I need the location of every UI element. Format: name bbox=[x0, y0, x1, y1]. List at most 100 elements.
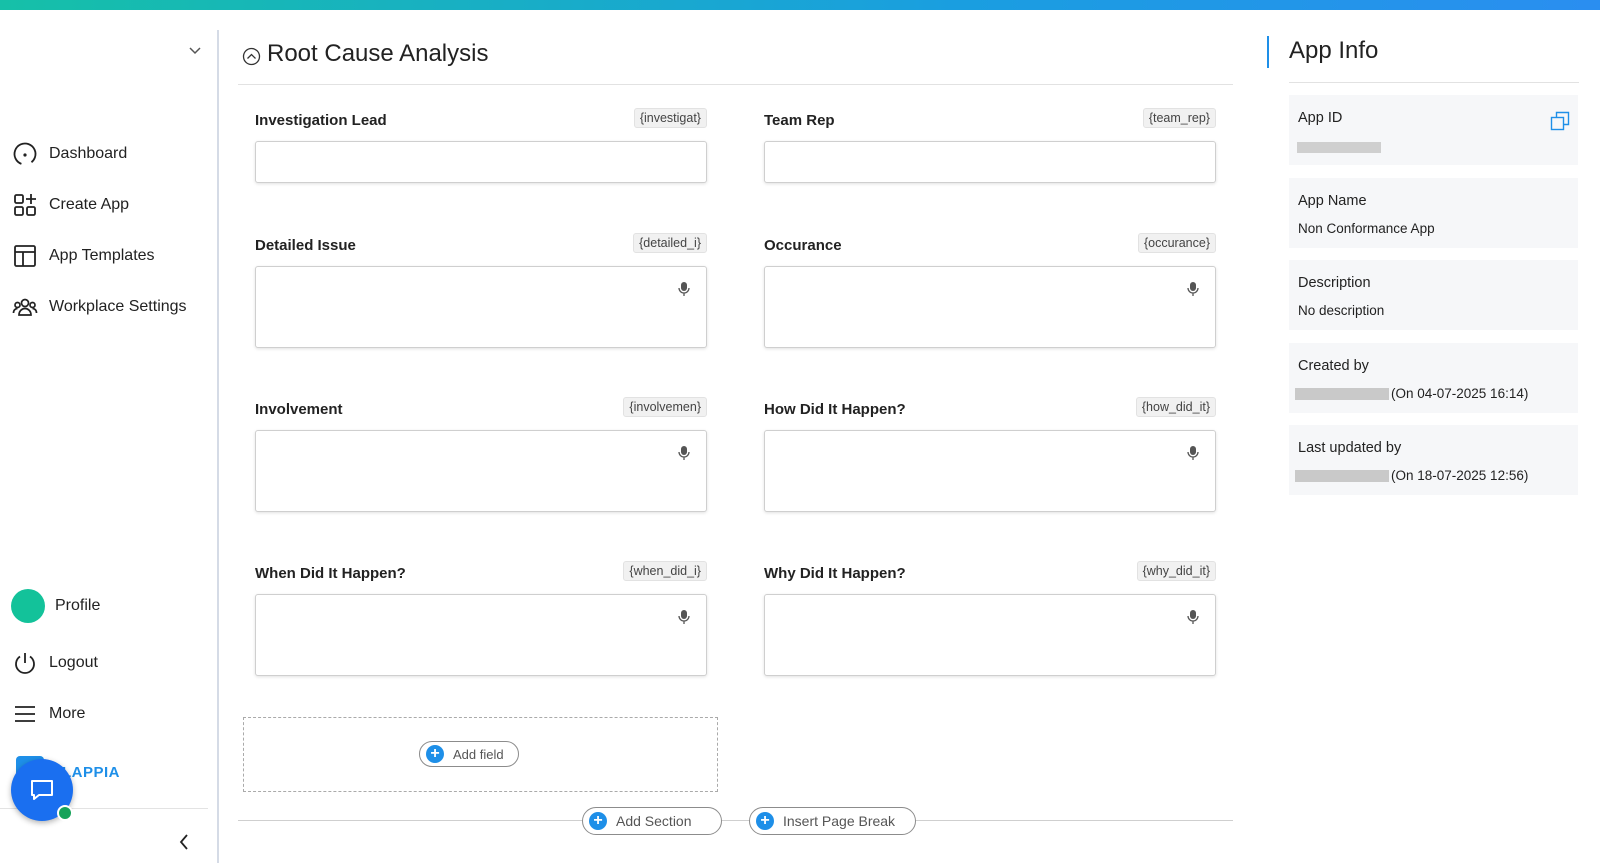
mic-button[interactable] bbox=[678, 281, 690, 302]
info-label: Description bbox=[1298, 275, 1371, 291]
textarea-input[interactable] bbox=[764, 430, 1216, 512]
redacted-value bbox=[1297, 142, 1381, 153]
info-card: App Name Non Conformance App bbox=[1289, 178, 1578, 248]
icon bbox=[14, 194, 36, 216]
nav-dashboard[interactable]: Dashboard bbox=[12, 140, 127, 168]
panel-title: App Info bbox=[1289, 37, 1379, 64]
icon bbox=[15, 653, 35, 674]
nav-label: Dashboard bbox=[49, 145, 128, 162]
textarea-input[interactable] bbox=[764, 266, 1216, 348]
mic-button[interactable] bbox=[1187, 445, 1199, 466]
info-card: Created by (On 04-07-2025 16:14) bbox=[1289, 343, 1578, 413]
field-label: How Did It Happen? bbox=[764, 401, 906, 418]
nav-profile[interactable]: Profile bbox=[11, 589, 101, 623]
plus-icon: + bbox=[756, 812, 774, 830]
mic-icon[interactable] bbox=[1187, 281, 1199, 297]
plus-icon: + bbox=[589, 812, 607, 830]
nav-label: More bbox=[49, 705, 86, 722]
field-label: Involvement bbox=[255, 401, 343, 418]
mic-icon[interactable] bbox=[678, 445, 690, 461]
collapse-sidebar[interactable] bbox=[178, 833, 190, 851]
info-value: (On 04-07-2025 16:14) bbox=[1295, 386, 1528, 401]
mic-icon[interactable] bbox=[678, 281, 690, 297]
top-bar bbox=[0, 0, 1600, 10]
info-label: Last updated by bbox=[1298, 440, 1402, 456]
collapse-chevron[interactable] bbox=[188, 46, 202, 56]
online-dot bbox=[57, 805, 73, 821]
redacted-user bbox=[1295, 388, 1389, 401]
info-text: (On 04-07-2025 16:14) bbox=[1391, 386, 1529, 401]
nav-label: Create App bbox=[49, 196, 130, 213]
form-editor: Root Cause Analysis Investigation Lead {i… bbox=[238, 40, 1233, 835]
mic-icon[interactable] bbox=[1187, 445, 1199, 461]
icon bbox=[13, 142, 37, 166]
nav-label: Logout bbox=[49, 654, 98, 671]
avatar bbox=[11, 589, 45, 623]
nav-workplace-settings[interactable]: Workplace Settings bbox=[12, 293, 187, 321]
info-card: App ID bbox=[1289, 95, 1578, 165]
chat-icon bbox=[31, 780, 53, 800]
info-text: No description bbox=[1298, 303, 1385, 318]
mic-button[interactable] bbox=[1187, 281, 1199, 302]
textarea-input[interactable] bbox=[255, 430, 707, 512]
mic-icon[interactable] bbox=[1187, 609, 1199, 625]
field-tag: {detailed_i} bbox=[633, 233, 707, 253]
sidebar: Dashboard Create App App Templates Workp… bbox=[0, 10, 208, 863]
chat-button[interactable] bbox=[11, 759, 73, 821]
add-field-button[interactable]: + Add field bbox=[419, 741, 519, 767]
copy-icon bbox=[1550, 111, 1570, 131]
info-card: Description No description bbox=[1289, 260, 1578, 330]
info-text: (On 18-07-2025 12:56) bbox=[1391, 468, 1529, 483]
field-tag: {occurance} bbox=[1137, 233, 1216, 253]
field-label: Team Rep bbox=[764, 112, 835, 129]
divider bbox=[1289, 82, 1579, 83]
divider bbox=[238, 84, 1233, 85]
add-section-button[interactable]: + Add Section bbox=[582, 807, 722, 835]
icon bbox=[15, 706, 35, 722]
text-input[interactable] bbox=[255, 141, 707, 183]
field-label: Investigation Lead bbox=[255, 112, 387, 129]
accent-bar bbox=[1267, 36, 1269, 68]
nav-label: Profile bbox=[55, 597, 101, 614]
field-label: Why Did It Happen? bbox=[764, 565, 906, 582]
collapse-section[interactable] bbox=[242, 47, 261, 66]
field-tag: {involvemen} bbox=[623, 397, 707, 417]
info-card: Last updated by (On 18-07-2025 12:56) bbox=[1289, 425, 1578, 495]
mic-button[interactable] bbox=[678, 445, 690, 466]
textarea-input[interactable] bbox=[255, 266, 707, 348]
icon bbox=[14, 245, 36, 267]
icon bbox=[12, 298, 38, 316]
mic-button[interactable] bbox=[1187, 609, 1199, 630]
info-text: Non Conformance App bbox=[1298, 221, 1435, 236]
nav-create-app[interactable]: Create App bbox=[12, 191, 129, 219]
divider bbox=[238, 820, 1233, 821]
field-label: Occurance bbox=[764, 237, 842, 254]
textarea-input[interactable] bbox=[255, 594, 707, 676]
insert-page-break-button[interactable]: + Insert Page Break bbox=[749, 807, 916, 835]
text-input[interactable] bbox=[764, 141, 1216, 183]
mic-button[interactable] bbox=[678, 609, 690, 630]
textarea-input[interactable] bbox=[764, 594, 1216, 676]
section-title: Root Cause Analysis bbox=[267, 40, 489, 67]
plus-icon: + bbox=[426, 745, 444, 763]
copy-button[interactable] bbox=[1550, 111, 1570, 136]
field-tag: {team_rep} bbox=[1142, 108, 1216, 128]
button-label: Add Section bbox=[616, 813, 692, 829]
nav-app-templates[interactable]: App Templates bbox=[12, 242, 155, 270]
add-field-zone: + Add field bbox=[243, 717, 718, 792]
nav-more[interactable]: More bbox=[12, 700, 85, 728]
field-tag: {investigat} bbox=[633, 108, 707, 128]
field-tag: {when_did_i} bbox=[623, 561, 707, 581]
button-label: Insert Page Break bbox=[783, 813, 896, 829]
info-label: Created by bbox=[1298, 358, 1369, 374]
info-label: App Name bbox=[1298, 193, 1367, 209]
nav-logout[interactable]: Logout bbox=[12, 649, 98, 677]
divider bbox=[0, 808, 208, 809]
info-value: No description bbox=[1298, 303, 1384, 318]
button-label: Add field bbox=[453, 746, 504, 762]
field-tag: {why_did_it} bbox=[1136, 561, 1216, 581]
mic-icon[interactable] bbox=[678, 609, 690, 625]
nav-label: Workplace Settings bbox=[49, 298, 187, 315]
